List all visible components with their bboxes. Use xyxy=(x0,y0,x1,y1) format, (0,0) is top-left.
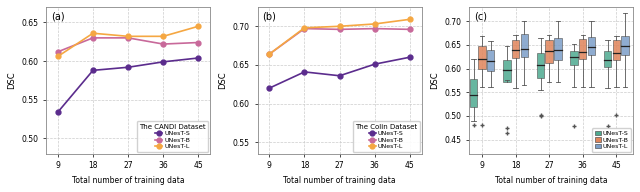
Legend: UNesT-S, UNesT-B, UNesT-L: UNesT-S, UNesT-B, UNesT-L xyxy=(353,121,420,152)
UNesT-S xyxy=(159,61,167,63)
UNesT-S xyxy=(195,57,202,59)
X-axis label: Total number of training data: Total number of training data xyxy=(284,176,396,185)
Text: (c): (c) xyxy=(474,11,487,21)
Line: UNesT-S: UNesT-S xyxy=(56,55,201,115)
UNesT-B xyxy=(54,51,61,53)
Bar xyxy=(570,51,578,65)
Y-axis label: DSC: DSC xyxy=(218,72,227,89)
UNesT-L xyxy=(371,23,379,25)
Bar xyxy=(520,34,528,57)
Bar xyxy=(545,40,553,63)
Line: UNesT-S: UNesT-S xyxy=(267,55,412,91)
Bar xyxy=(621,36,628,55)
UNesT-B xyxy=(301,27,308,30)
UNesT-L xyxy=(159,35,167,37)
Line: UNesT-B: UNesT-B xyxy=(267,26,412,56)
UNesT-L xyxy=(124,35,132,37)
UNesT-L xyxy=(89,32,97,34)
UNesT-L xyxy=(406,18,413,21)
Legend: UNesT-S, UNesT-B, UNesT-L: UNesT-S, UNesT-B, UNesT-L xyxy=(136,121,208,152)
UNesT-B xyxy=(159,43,167,45)
UNesT-S xyxy=(406,56,413,58)
Legend: UNesT-S, UNesT-B, UNesT-L: UNesT-S, UNesT-B, UNesT-L xyxy=(592,128,631,152)
UNesT-L xyxy=(195,25,202,27)
UNesT-B xyxy=(371,27,379,30)
Bar xyxy=(604,51,611,67)
UNesT-S xyxy=(266,87,273,89)
UNesT-B xyxy=(89,37,97,39)
UNesT-L xyxy=(54,55,61,58)
UNesT-B xyxy=(266,53,273,55)
Bar xyxy=(588,37,595,55)
Line: UNesT-L: UNesT-L xyxy=(267,17,412,56)
UNesT-B xyxy=(406,28,413,31)
Bar xyxy=(487,50,495,71)
Text: (a): (a) xyxy=(51,11,65,21)
UNesT-S xyxy=(336,75,344,77)
Bar xyxy=(504,60,511,82)
Bar xyxy=(537,53,545,78)
Line: UNesT-B: UNesT-B xyxy=(56,36,201,54)
UNesT-S xyxy=(54,111,61,113)
UNesT-S xyxy=(89,69,97,71)
Bar xyxy=(479,46,486,69)
X-axis label: Total number of training data: Total number of training data xyxy=(72,176,184,185)
UNesT-S xyxy=(371,63,379,65)
UNesT-S xyxy=(301,71,308,73)
X-axis label: Total number of training data: Total number of training data xyxy=(495,176,607,185)
UNesT-L xyxy=(336,25,344,27)
Bar xyxy=(579,39,586,59)
UNesT-L xyxy=(266,53,273,55)
UNesT-S xyxy=(124,66,132,68)
UNesT-B xyxy=(124,37,132,39)
UNesT-L xyxy=(301,27,308,29)
Bar xyxy=(612,40,620,60)
Y-axis label: DSC: DSC xyxy=(7,72,16,89)
Bar xyxy=(512,40,520,58)
UNesT-B xyxy=(195,41,202,44)
Y-axis label: DSC: DSC xyxy=(430,72,439,89)
Bar xyxy=(470,79,477,107)
UNesT-B xyxy=(336,28,344,31)
Bar xyxy=(554,38,561,60)
Line: UNesT-L: UNesT-L xyxy=(56,24,201,59)
Text: (b): (b) xyxy=(262,11,276,21)
